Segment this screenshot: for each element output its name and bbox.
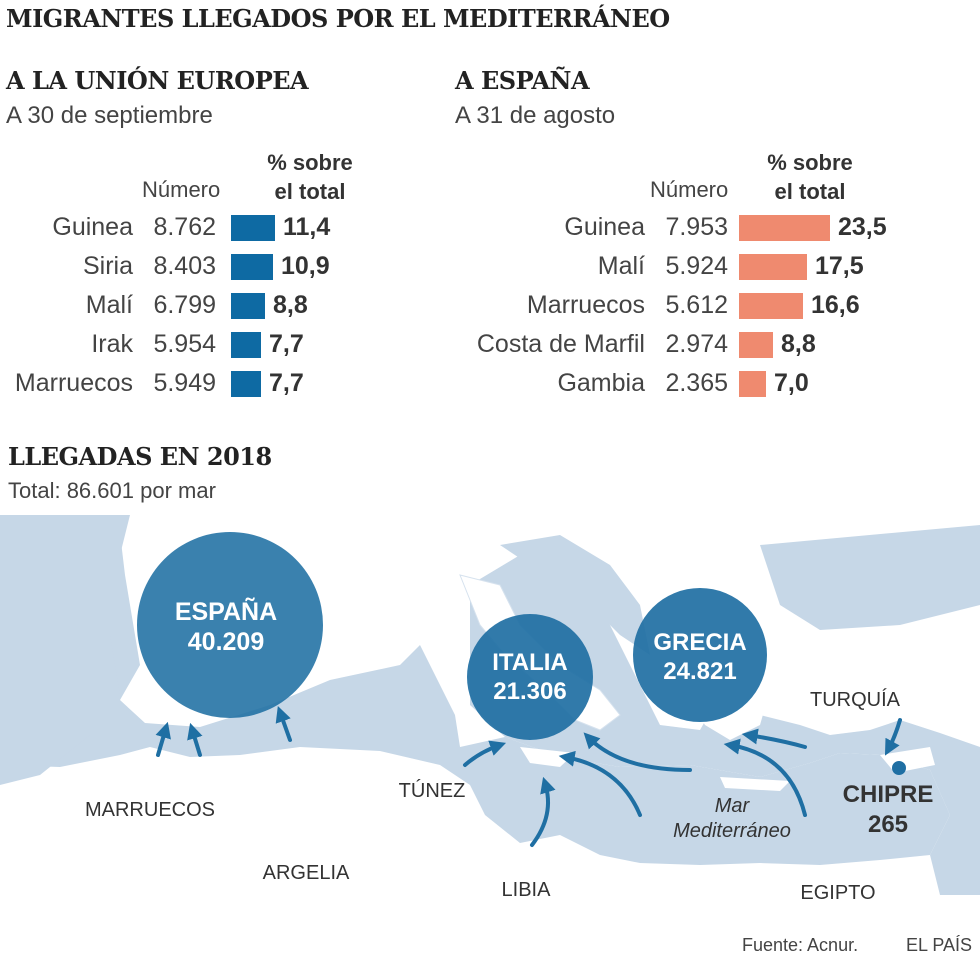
eu-heading: A LA UNIÓN EUROPEA: [6, 66, 309, 95]
arrivals-heading: LLEGADAS EN 2018: [8, 442, 272, 471]
eu-number-value: 8.403: [153, 252, 216, 280]
espana-value: 40.209: [188, 628, 264, 656]
spain-percent-label: 23,5: [838, 213, 887, 241]
spain-bar: [739, 332, 773, 358]
atlantic-sea: [0, 515, 130, 785]
label-mar-line1: Mar: [715, 795, 751, 817]
spain-number-value: 2.974: [665, 330, 728, 358]
eu-percent-label: 10,9: [281, 252, 330, 280]
eu-bar: [231, 371, 261, 397]
spain-bar: [739, 215, 830, 241]
spain-pct-header-line2: el total: [774, 179, 846, 204]
label-libia: LIBIA: [502, 879, 552, 901]
eu-number-value: 5.949: [153, 369, 216, 397]
eu-percent-label: 7,7: [269, 369, 304, 397]
spain-category-label: Costa de Marfil: [476, 330, 645, 358]
spain-pct-header: % sobre el total: [745, 148, 875, 206]
spain-category-label: Gambia: [557, 369, 645, 397]
arrow-egipto-1: [583, 732, 692, 772]
eu-number-value: 5.954: [153, 330, 216, 358]
chipre-dot: [892, 761, 906, 775]
destination-chipre: CHIPRE 265: [843, 761, 934, 838]
mediterranean-map: ESPAÑA 40.209 ITALIA 21.306 GRECIA 24.82…: [0, 515, 980, 915]
italia-circle: [467, 614, 593, 740]
spain-number-value: 2.365: [665, 369, 728, 397]
eu-category-label: Siria: [82, 252, 133, 280]
black-sea: [760, 525, 980, 630]
eu-category-label: Irak: [91, 330, 133, 358]
eu-category-label: Marruecos: [14, 369, 133, 397]
spain-number-header: Número: [650, 177, 729, 202]
spain-category-label: Malí: [597, 252, 645, 280]
eu-category-label: Guinea: [52, 213, 133, 241]
eu-percent-label: 8,8: [273, 291, 308, 319]
espana-name: ESPAÑA: [175, 596, 277, 626]
brand-label: EL PAÍS: [906, 935, 973, 955]
spain-bar: [739, 371, 766, 397]
eu-date: A 30 de septiembre: [6, 102, 213, 129]
espana-circle: [137, 532, 323, 718]
spain-percent-label: 8,8: [781, 330, 816, 358]
arrow-marruecos-2: [187, 722, 203, 757]
label-mar-line2: Mediterráneo: [673, 820, 791, 842]
source-note: Fuente: Acnur.: [742, 935, 859, 955]
arrivals-total: Total: 86.601 por mar: [8, 478, 216, 503]
sea-west: [0, 533, 950, 865]
country-labels: MARRUECOS ARGELIA TÚNEZ LIBIA EGIPTO TUR…: [85, 688, 901, 904]
destination-grecia: GRECIA 24.821: [633, 588, 767, 722]
destination-espana: ESPAÑA 40.209: [137, 532, 323, 718]
eu-percent-label: 11,4: [283, 213, 331, 241]
eu-pct-header-line2: el total: [274, 179, 346, 204]
label-turquia: TURQUÍA: [810, 688, 901, 711]
spain-bar: [739, 293, 803, 319]
eu-category-label: Malí: [85, 291, 133, 319]
arrow-libia-1: [530, 776, 556, 847]
spain-heading: A ESPAÑA: [455, 66, 590, 95]
label-marruecos: MARRUECOS: [85, 799, 215, 821]
arrow-argelia: [275, 705, 292, 742]
eu-number-header: Número: [142, 177, 221, 202]
spain-percent-label: 16,6: [811, 291, 860, 319]
arrow-egipto-2: [723, 738, 807, 817]
spain-category-label: Marruecos: [526, 291, 645, 319]
adriatic-sea: [500, 535, 650, 655]
crete-island: [720, 777, 790, 791]
arrow-marruecos-1: [155, 721, 171, 757]
chipre-name: CHIPRE: [843, 781, 934, 808]
arrow-libia-2: [558, 750, 642, 817]
spain-pct-header-line1: % sobre: [767, 150, 853, 175]
eu-bar: [231, 215, 275, 241]
spain-percent-label: 7,0: [774, 369, 809, 397]
spain-number-value: 5.612: [665, 291, 728, 319]
label-egipto: EGIPTO: [800, 882, 875, 904]
eu-number-value: 6.799: [153, 291, 216, 319]
spain-bar: [739, 254, 807, 280]
grecia-circle: [633, 588, 767, 722]
destination-italia: ITALIA 21.306: [467, 614, 593, 740]
eu-number-value: 8.762: [153, 213, 216, 241]
italia-name: ITALIA: [492, 649, 568, 676]
label-argelia: ARGELIA: [263, 862, 350, 884]
eu-pct-header-line1: % sobre: [267, 150, 353, 175]
eu-bar: [231, 332, 261, 358]
grecia-name: GRECIA: [653, 629, 746, 656]
italia-value: 21.306: [493, 678, 566, 705]
arrow-turquia-1: [741, 728, 807, 749]
grecia-value: 24.821: [663, 658, 736, 685]
arrow-tunez: [463, 740, 507, 767]
spain-category-label: Guinea: [564, 213, 645, 241]
spain-percent-label: 17,5: [815, 252, 864, 280]
eu-bar: [231, 293, 265, 319]
label-tunez: TÚNEZ: [399, 779, 466, 802]
migration-arrows: [155, 705, 902, 847]
spain-number-value: 5.924: [665, 252, 728, 280]
eu-pct-header: % sobre el total: [245, 148, 375, 206]
spain-number-value: 7.953: [665, 213, 728, 241]
eu-percent-label: 7,7: [269, 330, 304, 358]
arrow-turquia-2: [884, 718, 902, 756]
eu-bar: [231, 254, 273, 280]
chipre-value: 265: [868, 811, 908, 838]
spain-date: A 31 de agosto: [455, 102, 616, 129]
chart-title: MIGRANTES LLEGADOS POR EL MEDITERRÁNEO: [6, 4, 670, 33]
